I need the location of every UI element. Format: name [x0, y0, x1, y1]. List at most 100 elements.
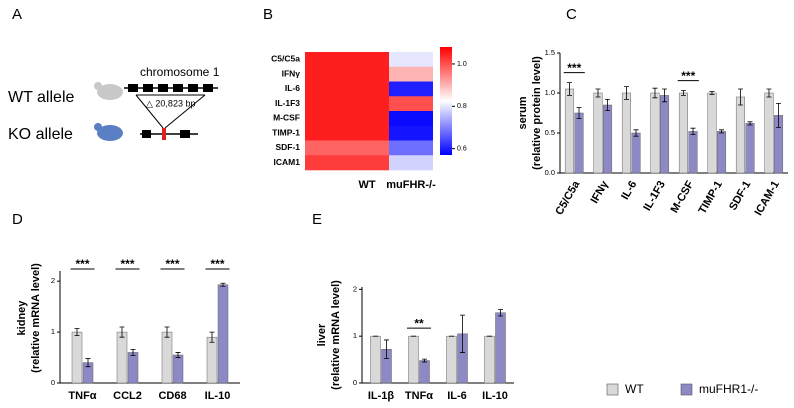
bar — [660, 95, 670, 174]
heatmap-cell — [389, 125, 433, 141]
row-label: C5/C5a — [271, 54, 300, 64]
significance-label: ** — [414, 316, 424, 330]
row-label: IFNγ — [282, 68, 301, 78]
heatmap-cell — [305, 155, 389, 171]
x-tick-label: TNFα — [68, 390, 96, 402]
heatmap-cell — [305, 96, 389, 112]
error-bar — [737, 88, 743, 106]
x-tick-label: IL-10 — [205, 390, 231, 402]
y-axis-label: liver — [316, 323, 328, 346]
bar — [446, 335, 457, 384]
x-tick-label: IL-10 — [482, 390, 508, 402]
error-bar — [566, 82, 572, 96]
bar — [735, 96, 746, 174]
legend-label: muFHR1-/- — [699, 382, 758, 396]
heatmap-cell — [305, 52, 389, 68]
column-label: WT — [358, 179, 375, 191]
heatmap-cell — [389, 96, 433, 112]
row-label: SDF-1 — [275, 142, 300, 152]
allele-diagram: chromosome 1 △ 20,823 bp WT allele KO al… — [8, 65, 220, 143]
x-tick-label: ICAM-1 — [753, 179, 782, 218]
error-bar — [776, 103, 782, 128]
bar — [217, 284, 229, 384]
deletion-bracket — [135, 94, 164, 129]
x-tick-label: IL-1F3 — [641, 179, 668, 213]
deletion-site — [162, 128, 166, 140]
error-bar — [209, 331, 215, 343]
y-tick-label: 1 — [51, 327, 55, 336]
error-bar — [766, 88, 772, 98]
bar — [71, 331, 83, 384]
exon — [180, 130, 190, 138]
significance-label: *** — [681, 69, 695, 83]
y-axis-label: serum — [517, 96, 529, 129]
row-label: TIMP-1 — [272, 127, 300, 137]
significance-label: *** — [120, 257, 134, 271]
significance-label: *** — [75, 257, 89, 271]
y-axis-label: (relative mRNA level) — [30, 263, 42, 373]
bar — [495, 312, 506, 384]
chromosome-label: chromosome 1 — [140, 65, 220, 79]
error-bar — [74, 328, 80, 337]
y-tick-label: 0.0 — [545, 168, 555, 177]
panel-label: C — [566, 6, 577, 23]
error-bar — [652, 87, 658, 99]
legend-label: WT — [625, 382, 644, 396]
x-tick-label: C5/C5a — [553, 178, 582, 217]
error-bar — [384, 339, 389, 360]
x-tick-label: IL-6 — [447, 390, 467, 402]
heatmap-cell — [389, 155, 433, 171]
deletion-label: △ 20,823 bp — [146, 98, 195, 108]
heatmap-cell — [389, 140, 433, 156]
mouse-icon — [97, 125, 123, 141]
error-bar — [460, 314, 465, 353]
panel-label: E — [312, 211, 322, 228]
x-tick-label: TIMP-1 — [696, 179, 724, 216]
error-bar — [85, 358, 91, 368]
row-label: IL-1F3 — [275, 98, 300, 108]
mouse-icon — [94, 123, 102, 131]
heatmap-cell — [305, 81, 389, 97]
bar — [161, 331, 173, 384]
x-tick-label: M-CSF — [669, 179, 697, 215]
significance-label: *** — [210, 257, 224, 271]
bar — [688, 131, 698, 174]
mouse-icon — [94, 82, 102, 90]
bar — [650, 92, 660, 174]
heatmap-cell — [389, 81, 433, 97]
x-tick-label: CD68 — [158, 390, 186, 402]
column-label: muFHR-/- — [386, 179, 436, 191]
y-tick-label: 0 — [51, 378, 55, 387]
exons — [128, 84, 213, 92]
legend-swatch — [680, 383, 693, 396]
y-axis-label: (relative protein level) — [531, 56, 543, 170]
colorbar-tick-label: 0.6 — [457, 145, 467, 152]
panel-label: D — [12, 211, 23, 228]
y-tick-label: 1 — [353, 331, 357, 340]
heatmap-cell — [305, 111, 389, 127]
bar — [127, 352, 139, 384]
bar — [745, 123, 755, 174]
x-tick-label: IFNγ — [589, 178, 612, 205]
bar — [631, 132, 641, 174]
bar — [717, 131, 727, 174]
heatmap-cell — [389, 111, 433, 127]
x-tick-label: IL-6 — [619, 179, 639, 202]
error-bar — [605, 99, 611, 111]
bar — [564, 88, 575, 174]
x-tick-label: TNFα — [405, 390, 433, 402]
y-tick-label: 2 — [51, 276, 55, 285]
y-tick-label: 1.5 — [545, 48, 555, 57]
heatmap-cell — [305, 66, 389, 82]
exon — [142, 130, 151, 138]
colorbar-tick-label: 0.8 — [457, 103, 467, 110]
bar — [621, 92, 632, 174]
legend-swatch — [606, 383, 619, 396]
heatmap-cell — [305, 125, 389, 141]
x-tick-label: CCL2 — [113, 390, 142, 402]
colorbar — [440, 47, 452, 155]
bar — [172, 354, 184, 384]
bar — [419, 360, 430, 384]
error-bar — [662, 88, 668, 103]
